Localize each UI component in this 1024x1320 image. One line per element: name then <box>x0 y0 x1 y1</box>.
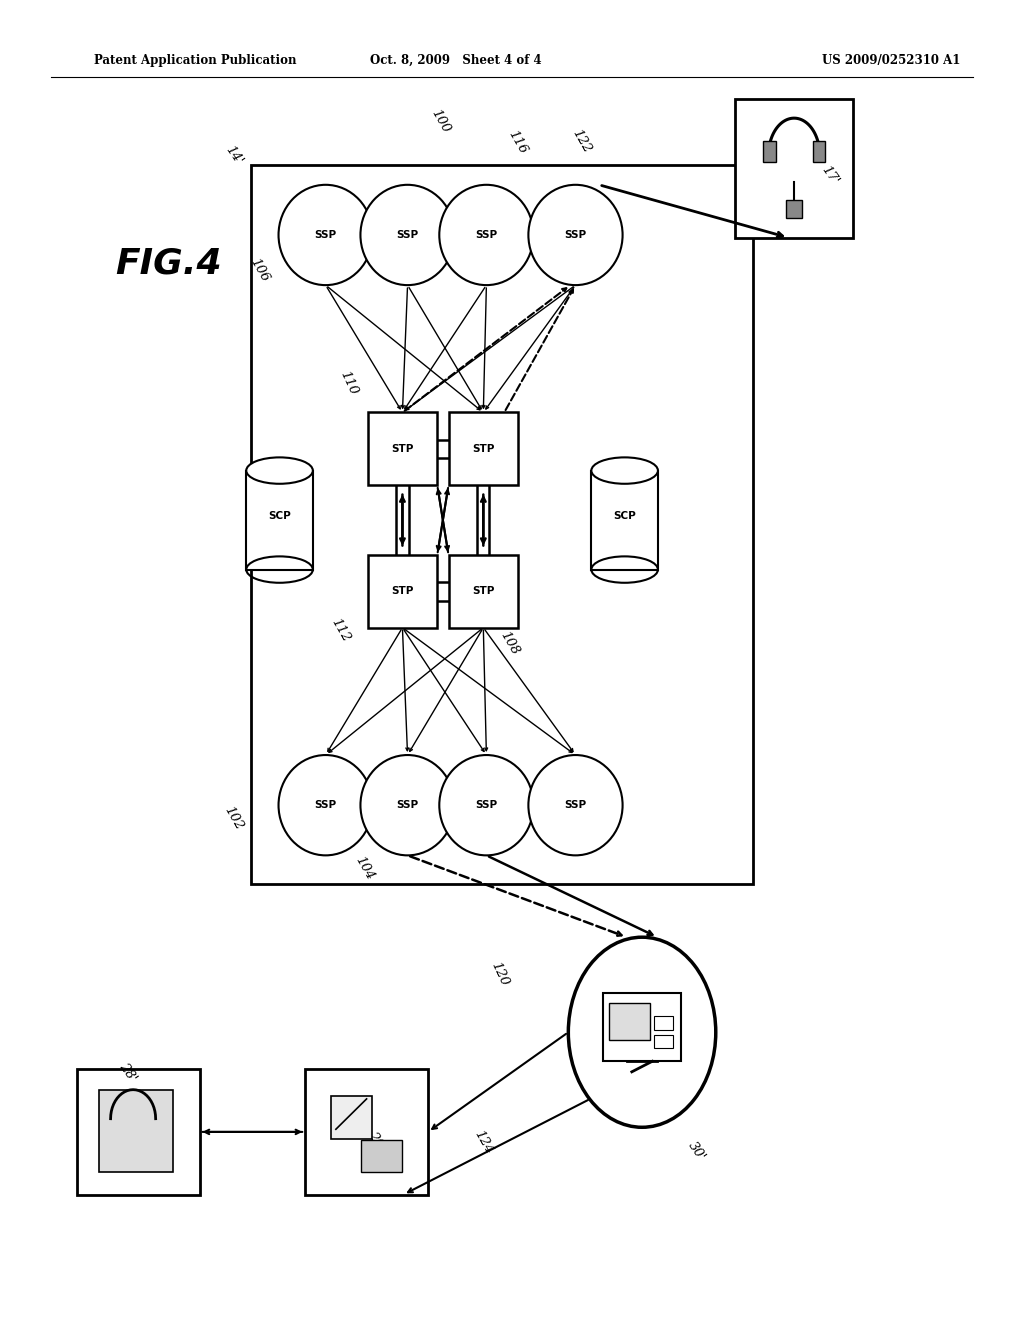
Text: STP: STP <box>472 586 495 597</box>
Bar <box>654 1035 673 1048</box>
Text: 122: 122 <box>569 127 594 156</box>
Bar <box>654 1016 673 1030</box>
Text: SSP: SSP <box>396 800 419 810</box>
Ellipse shape <box>439 185 534 285</box>
Text: 30': 30' <box>685 1139 708 1163</box>
Text: SSP: SSP <box>475 230 498 240</box>
Bar <box>449 554 518 627</box>
Text: 26': 26' <box>366 1130 388 1154</box>
Bar <box>603 993 681 1061</box>
Ellipse shape <box>247 458 313 484</box>
Bar <box>368 412 437 484</box>
Text: 100: 100 <box>428 107 453 136</box>
Bar <box>449 412 518 484</box>
Ellipse shape <box>279 185 373 285</box>
Text: 112: 112 <box>328 615 352 644</box>
Ellipse shape <box>528 755 623 855</box>
Ellipse shape <box>528 185 623 285</box>
Text: SCP: SCP <box>268 511 291 521</box>
Text: 102: 102 <box>221 804 246 833</box>
Text: Oct. 8, 2009   Sheet 4 of 4: Oct. 8, 2009 Sheet 4 of 4 <box>370 54 542 67</box>
Bar <box>735 99 853 238</box>
Text: US 2009/0252310 A1: US 2009/0252310 A1 <box>821 54 961 67</box>
Bar <box>361 1139 402 1172</box>
Text: 106: 106 <box>247 256 271 285</box>
Ellipse shape <box>439 755 534 855</box>
Text: 118: 118 <box>652 1035 675 1064</box>
Bar <box>247 471 313 570</box>
Text: SSP: SSP <box>314 800 337 810</box>
Text: SSP: SSP <box>475 800 498 810</box>
Text: 124: 124 <box>471 1127 496 1156</box>
Text: 17': 17' <box>818 164 841 187</box>
Text: 14': 14' <box>222 144 245 168</box>
Bar <box>763 140 776 162</box>
Text: 104: 104 <box>352 854 377 883</box>
Ellipse shape <box>592 458 657 484</box>
Bar <box>592 471 658 570</box>
Bar <box>305 1069 428 1195</box>
Bar <box>251 165 753 884</box>
Ellipse shape <box>360 185 455 285</box>
Text: SSP: SSP <box>564 800 587 810</box>
Ellipse shape <box>360 755 455 855</box>
Text: 116: 116 <box>505 128 529 157</box>
Bar <box>609 1003 650 1040</box>
Ellipse shape <box>279 755 373 855</box>
Text: STP: STP <box>472 444 495 454</box>
Text: Patent Application Publication: Patent Application Publication <box>94 54 297 67</box>
Bar <box>786 199 803 218</box>
Bar <box>368 554 437 627</box>
Text: 110: 110 <box>337 368 359 397</box>
Text: SSP: SSP <box>314 230 337 240</box>
Circle shape <box>568 937 716 1127</box>
Bar <box>813 140 825 162</box>
Text: 28': 28' <box>117 1060 139 1084</box>
Text: SSP: SSP <box>564 230 587 240</box>
Text: 120: 120 <box>488 960 511 989</box>
Bar <box>99 1090 173 1172</box>
Text: STP: STP <box>391 444 414 454</box>
Text: SCP: SCP <box>613 511 636 521</box>
Bar <box>331 1096 372 1138</box>
Text: 108: 108 <box>497 628 521 657</box>
Text: STP: STP <box>391 586 414 597</box>
Text: FIG.4: FIG.4 <box>116 247 222 281</box>
Text: SSP: SSP <box>396 230 419 240</box>
Bar <box>77 1069 200 1195</box>
